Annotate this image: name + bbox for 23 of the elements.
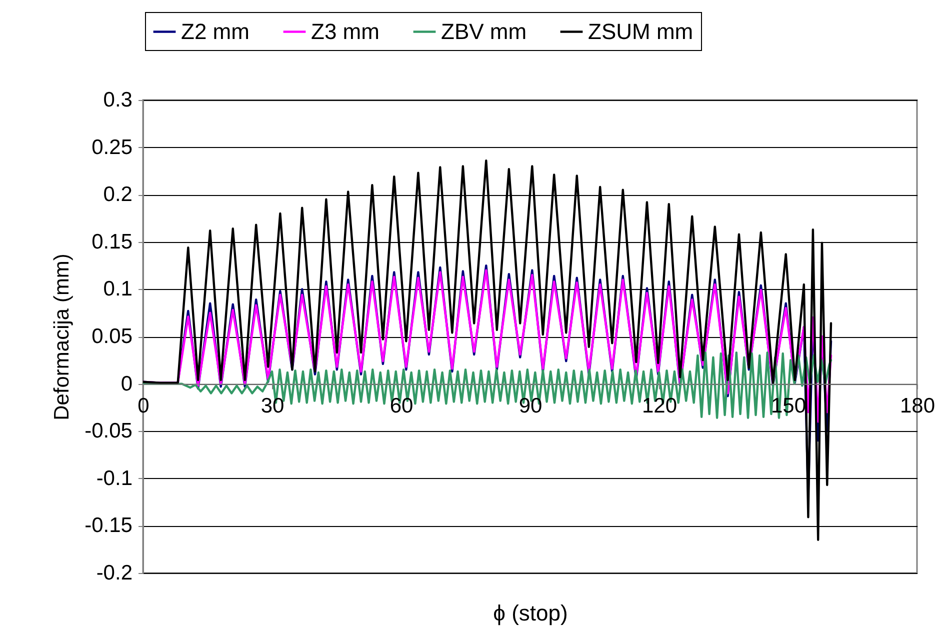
x-tick-label: 90 [518, 394, 542, 418]
y-tick-label: 0.25 [92, 136, 132, 159]
legend-label: Z2 mm [181, 18, 250, 44]
legend-label: Z3 mm [311, 18, 380, 44]
y-tick-label: -0.1 [96, 466, 132, 490]
x-tick-label: 30 [260, 394, 284, 418]
y-tick-label: -0.2 [96, 562, 132, 584]
y-tick-label: 0.2 [103, 183, 132, 206]
y-tick-label: 0.05 [92, 325, 132, 348]
y-tick-label: 0.1 [103, 278, 132, 301]
x-axis-title: ϕ (stop) [493, 600, 568, 626]
y-tick-label: 0 [120, 372, 132, 396]
y-tick-label: -0.05 [84, 420, 132, 443]
x-tick-label: 60 [390, 394, 414, 418]
x-tick-label: 0 [138, 394, 150, 418]
x-tick-label: 120 [642, 394, 678, 418]
y-tick-label: 0.3 [103, 88, 132, 112]
y-axis-title: Deformacija (mm) [50, 254, 74, 420]
legend-label: ZSUM mm [588, 18, 694, 44]
x-tick-label: 180 [900, 394, 936, 418]
legend-label: ZBV mm [441, 18, 527, 44]
y-tick-label: -0.15 [84, 514, 132, 538]
y-tick-label: 0.15 [92, 230, 132, 254]
